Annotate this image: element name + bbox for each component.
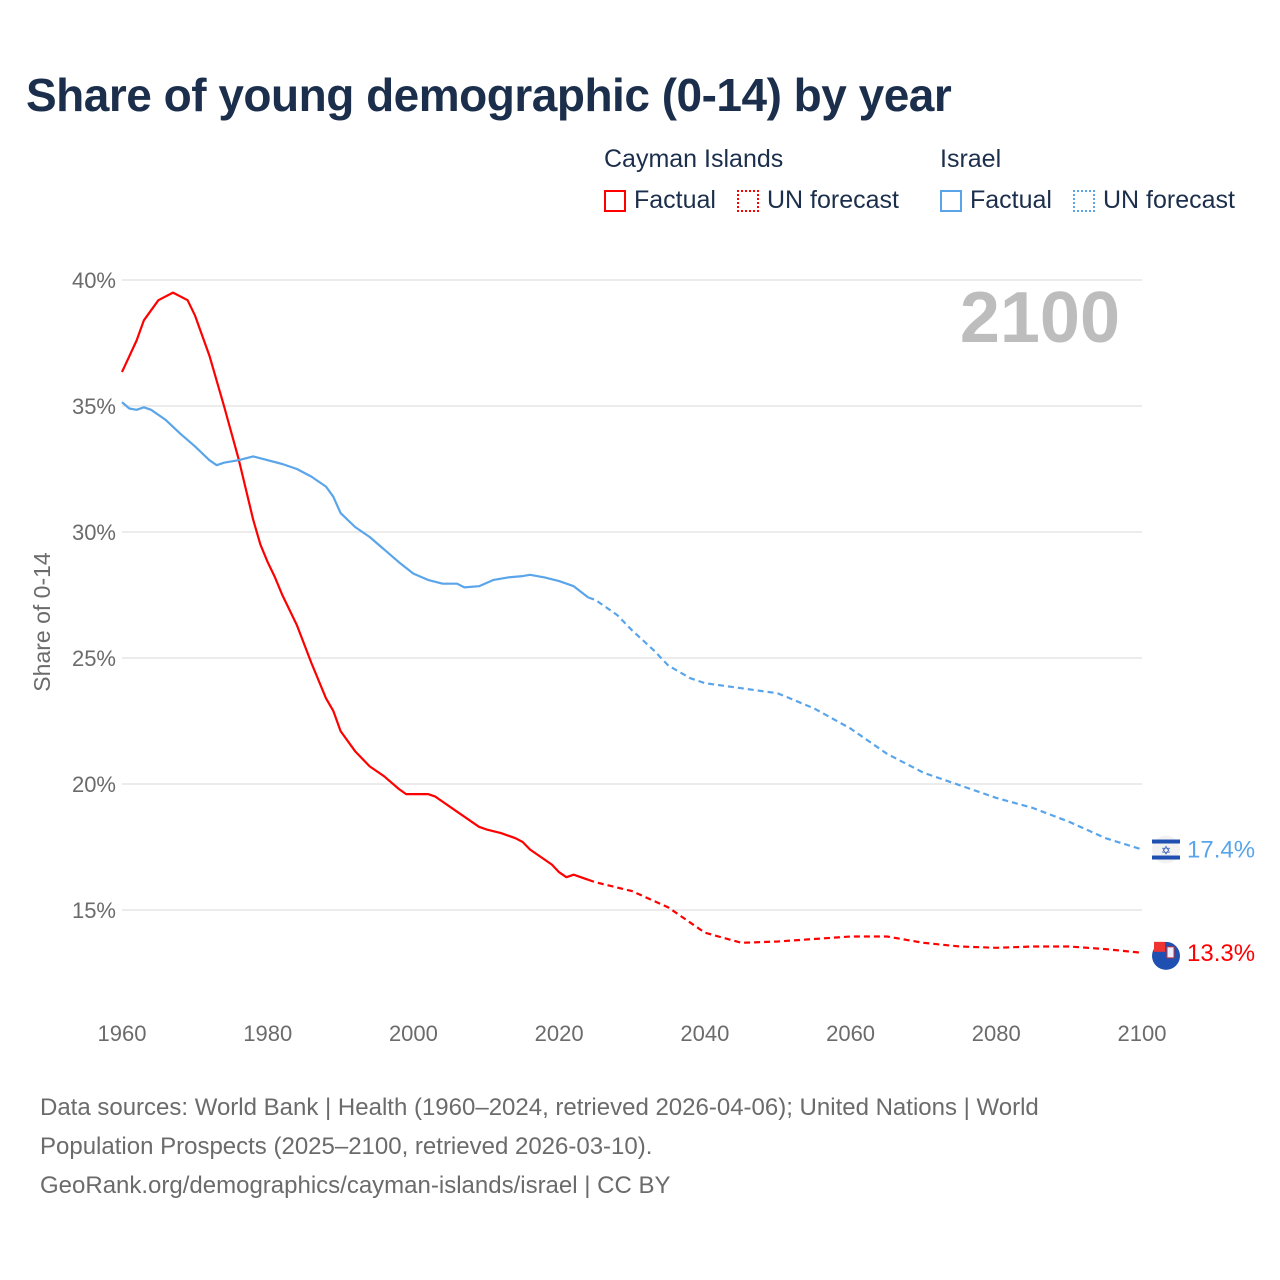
series-line-forecast-0: [587, 878, 1143, 954]
end-value-label: 17.4%: [1187, 837, 1255, 864]
y-tick-label: 20%: [72, 772, 116, 797]
legend-label: Factual: [970, 186, 1052, 214]
legend-label: UN forecast: [1103, 186, 1235, 214]
end-value-label: 13.3%: [1187, 940, 1255, 967]
footer-source-line-1: Data sources: World Bank | Health (1960–…: [40, 1094, 1039, 1121]
legend-group-israel: Israel: [940, 145, 1002, 173]
x-tick-label: 2100: [1118, 1021, 1167, 1046]
legend-group-cayman: Cayman Islands: [604, 145, 784, 173]
y-tick-label: 30%: [72, 520, 116, 545]
cayman-islands-flag-icon: [1152, 941, 1180, 970]
y-axis-label: Share of 0-14: [29, 552, 55, 692]
y-tick-label: 25%: [72, 646, 116, 671]
x-tick-label: 2020: [535, 1021, 584, 1046]
legend-swatch-solid: [940, 189, 962, 212]
footer: Data sources: World Bank | Health (1960–…: [40, 1088, 1039, 1205]
israel-flag-icon: ✡: [1152, 835, 1180, 864]
legend-swatch-dotted: [737, 189, 759, 212]
chart-title: Share of young demographic (0-14) by yea…: [26, 69, 952, 121]
year-annotation: 2100: [960, 278, 1120, 358]
legend-israel-factual[interactable]: Factual: [940, 186, 1052, 215]
footer-source-line-2: Population Prospects (2025–2100, retriev…: [40, 1133, 653, 1160]
footer-url[interactable]: GeoRank.org/demographics/cayman-islands/…: [40, 1172, 671, 1199]
legend-swatch-solid: [604, 189, 626, 212]
legend-cayman-forecast[interactable]: UN forecast: [737, 186, 899, 215]
x-tick-label: 2080: [972, 1021, 1021, 1046]
y-tick-label: 40%: [72, 268, 116, 293]
x-tick-label: 2040: [680, 1021, 729, 1046]
x-tick-label: 2060: [826, 1021, 875, 1046]
series-line-forecast-1: [587, 596, 1143, 851]
x-tick-label: 2000: [389, 1021, 438, 1046]
svg-text:✡: ✡: [1161, 844, 1171, 858]
y-tick-label: 15%: [72, 898, 116, 923]
series-line-factual-0: [121, 291, 589, 881]
legend-swatch-dotted: [1073, 189, 1095, 212]
legend-cayman-factual[interactable]: Factual: [604, 186, 716, 215]
legend-israel-forecast[interactable]: UN forecast: [1073, 186, 1235, 215]
x-tick-label: 1960: [98, 1021, 147, 1046]
x-tick-label: 1980: [243, 1021, 292, 1046]
legend-label: Factual: [634, 186, 716, 214]
y-tick-label: 35%: [72, 394, 116, 419]
legend-label: UN forecast: [767, 186, 899, 214]
series-line-factual-1: [121, 401, 589, 599]
